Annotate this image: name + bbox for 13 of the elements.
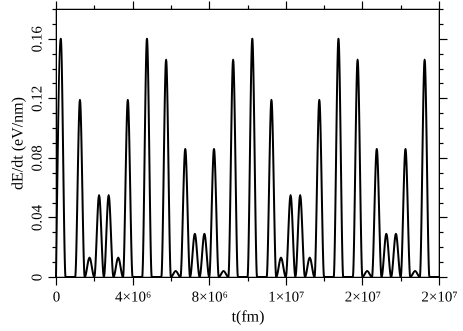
x-tick-label: 2×10⁷: [421, 290, 458, 306]
x-tick-label: 2×10⁷: [344, 290, 381, 306]
x-axis-title: t(fm): [232, 308, 264, 326]
y-tick-label: 0.16: [30, 26, 46, 52]
y-tick-label: 0.04: [30, 204, 46, 232]
x-tick-label: 0: [52, 290, 60, 306]
y-tick-label: 0: [30, 274, 46, 282]
y-tick-label: 0.12: [30, 86, 46, 112]
x-tick-label: 8×10⁶: [192, 290, 228, 306]
y-axis-title: dE/dt (eV/nm): [10, 97, 26, 190]
x-tick-label: 4×10⁶: [115, 290, 152, 306]
y-tick-label: 0.08: [30, 145, 46, 172]
x-tick-label: 1×10⁷: [268, 290, 304, 306]
